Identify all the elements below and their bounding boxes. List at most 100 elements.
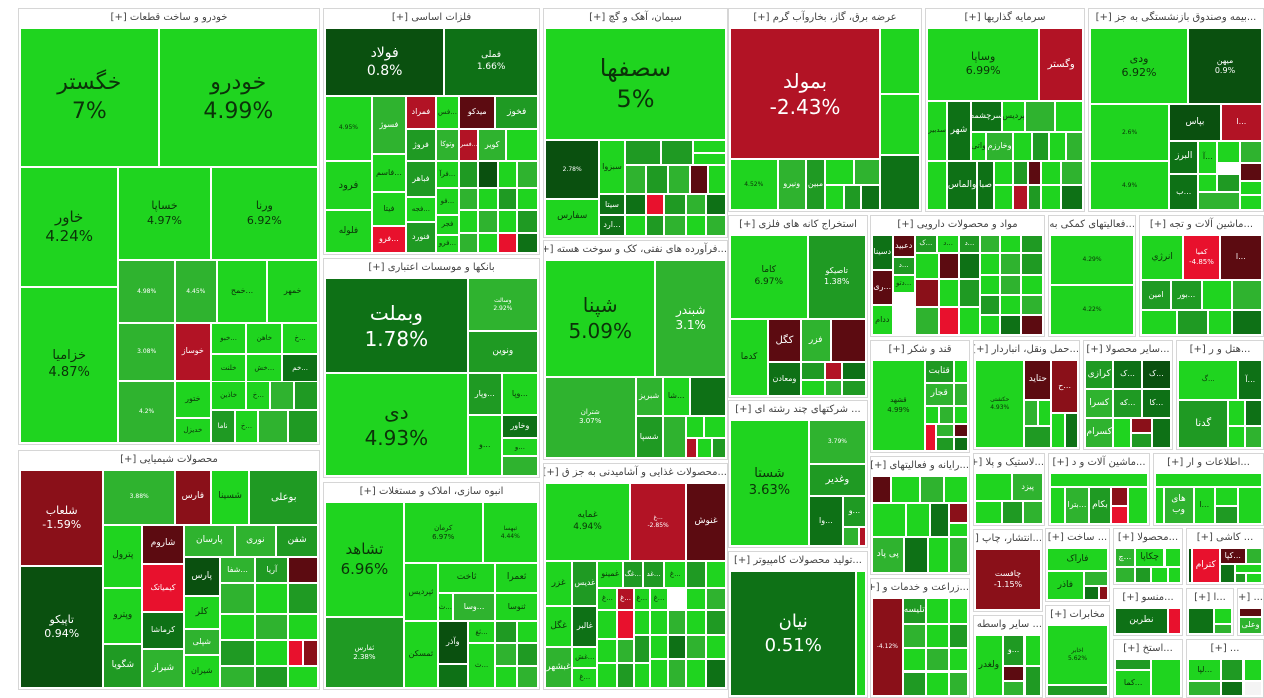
treemap-cell[interactable]: خگستر 7% [20,28,159,168]
treemap-cell[interactable] [929,503,949,538]
treemap-cell[interactable]: خمهر [267,260,318,323]
treemap-cell[interactable]: ...که [1113,389,1142,419]
treemap-cell[interactable]: حکشتی 4.93% [975,360,1025,448]
treemap-cell[interactable] [1231,310,1262,335]
treemap-cell[interactable]: سصفها 5% [545,28,726,141]
treemap-cell[interactable]: ...و [501,438,538,457]
treemap-cell[interactable]: کرماشا [142,611,184,649]
treemap-cell[interactable]: ...شا [662,376,690,417]
treemap-cell[interactable]: شستا 3.63% [730,420,809,546]
treemap-cell[interactable] [664,194,687,216]
treemap-cell[interactable]: ثعمرا [495,563,538,594]
treemap-cell[interactable] [1238,486,1262,524]
treemap-cell[interactable] [939,405,954,424]
treemap-cell[interactable]: ...ب [1169,173,1199,210]
sector-header-rubber[interactable]: ...لاستیک و پلا [+] [974,454,1044,472]
treemap-cell[interactable] [617,638,634,664]
sector-header-banks[interactable]: بانکها و موسسات اعتباری [+] [324,259,539,277]
treemap-cell[interactable] [1022,501,1043,524]
treemap-cell[interactable]: 4.22% [1050,285,1134,335]
treemap-cell[interactable] [624,140,661,166]
treemap-cell[interactable] [953,423,968,438]
treemap-cell[interactable]: پارس [183,557,220,597]
treemap-cell[interactable] [924,423,937,451]
treemap-cell[interactable]: وتوکا [435,129,460,161]
treemap-cell[interactable] [693,152,726,166]
treemap-cell[interactable]: ...خ [246,380,271,410]
sector-header-other-manufacturing[interactable]: ...سایر محصولا [+] [1084,341,1172,359]
treemap-cell[interactable] [1002,501,1023,524]
treemap-cell[interactable]: شتران 3.07% [545,376,636,458]
treemap-cell[interactable]: پترول [103,524,143,588]
sector-header-telecom[interactable]: مخابرات [+] [1046,606,1109,624]
treemap-cell[interactable]: 4.9% [1090,160,1170,210]
treemap-cell[interactable] [288,666,318,688]
treemap-cell[interactable] [903,537,928,573]
treemap-cell[interactable] [1214,608,1232,624]
treemap-cell[interactable] [664,215,687,236]
treemap-cell[interactable]: ناما [210,409,235,443]
treemap-cell[interactable]: ثفارس 2.38% [325,617,404,688]
treemap-cell[interactable]: فمراد [405,95,436,130]
treemap-cell[interactable] [800,379,826,396]
treemap-cell[interactable] [1028,184,1041,210]
treemap-cell[interactable]: خودرو 4.99% [158,28,318,168]
treemap-cell[interactable] [1217,173,1240,192]
treemap-cell[interactable]: 4.29% [1050,235,1134,285]
treemap-cell[interactable]: ...آ [1198,140,1218,174]
treemap-cell[interactable]: فروژ [405,129,436,161]
treemap-cell[interactable] [872,476,892,504]
treemap-cell[interactable]: خزامیا 4.87% [20,287,119,443]
sector-header-sugar[interactable]: قند و شکر [+] [871,341,969,359]
treemap-cell[interactable] [1110,506,1129,524]
treemap-cell[interactable]: ثنوسا [495,593,538,622]
treemap-cell[interactable] [258,409,289,443]
treemap-cell[interactable] [1040,160,1062,185]
sector-header-textile[interactable]: ...منسو [+] [1114,589,1182,607]
treemap-cell[interactable]: 2.6% [1090,104,1170,161]
treemap-cell[interactable]: های وب [1163,486,1194,524]
treemap-cell[interactable]: شاروم [142,524,184,564]
treemap-cell[interactable] [1188,681,1222,696]
treemap-cell[interactable] [1098,585,1108,600]
treemap-cell[interactable]: کگل [768,318,801,363]
treemap-cell[interactable] [516,665,538,688]
treemap-cell[interactable] [1061,184,1083,210]
treemap-cell[interactable] [646,194,665,216]
treemap-cell[interactable]: گدنا [1178,399,1229,448]
treemap-cell[interactable] [880,28,920,94]
treemap-cell[interactable] [706,194,726,216]
treemap-cell[interactable]: فزر [800,318,831,363]
treemap-cell[interactable]: 3.79% [808,420,866,465]
treemap-cell[interactable]: ...بور [1171,280,1202,310]
treemap-cell[interactable] [1000,235,1021,253]
treemap-cell[interactable]: ...ک [914,235,937,253]
treemap-cell[interactable]: بوعلی [249,470,318,525]
treemap-cell[interactable]: شسپا [635,416,663,458]
sector-header-cement[interactable]: سیمان، آهک و گچ [+] [544,9,727,27]
treemap-cell[interactable] [1239,608,1262,618]
sector-header-publishing[interactable]: ...انتشار، چاپ [+] [974,530,1042,548]
treemap-cell[interactable] [1050,473,1148,487]
treemap-cell[interactable] [1239,140,1262,163]
treemap-cell[interactable]: بمولد -2.43% [730,28,881,160]
treemap-cell[interactable] [1207,310,1232,335]
treemap-cell[interactable] [646,165,669,195]
treemap-cell[interactable] [288,557,318,584]
treemap-cell[interactable] [1115,567,1135,583]
treemap-cell[interactable] [825,184,844,210]
treemap-cell[interactable]: چکاپا [1134,548,1165,568]
treemap-cell[interactable]: 4.95% [325,95,372,161]
treemap-cell[interactable] [706,634,726,660]
treemap-cell[interactable] [1231,280,1262,310]
treemap-cell[interactable]: ...غ [664,560,687,588]
treemap-cell[interactable] [697,438,712,458]
treemap-cell[interactable] [959,253,980,279]
treemap-cell[interactable]: وپترو [103,587,143,645]
treemap-cell[interactable]: ...ارد [599,215,625,236]
treemap-cell[interactable] [1243,681,1262,696]
treemap-cell[interactable]: خوساز [174,322,211,381]
sector-header-paper-products[interactable]: ...محصولا [+] [1114,529,1182,547]
treemap-cell[interactable] [859,527,866,546]
treemap-cell[interactable] [979,295,1001,315]
